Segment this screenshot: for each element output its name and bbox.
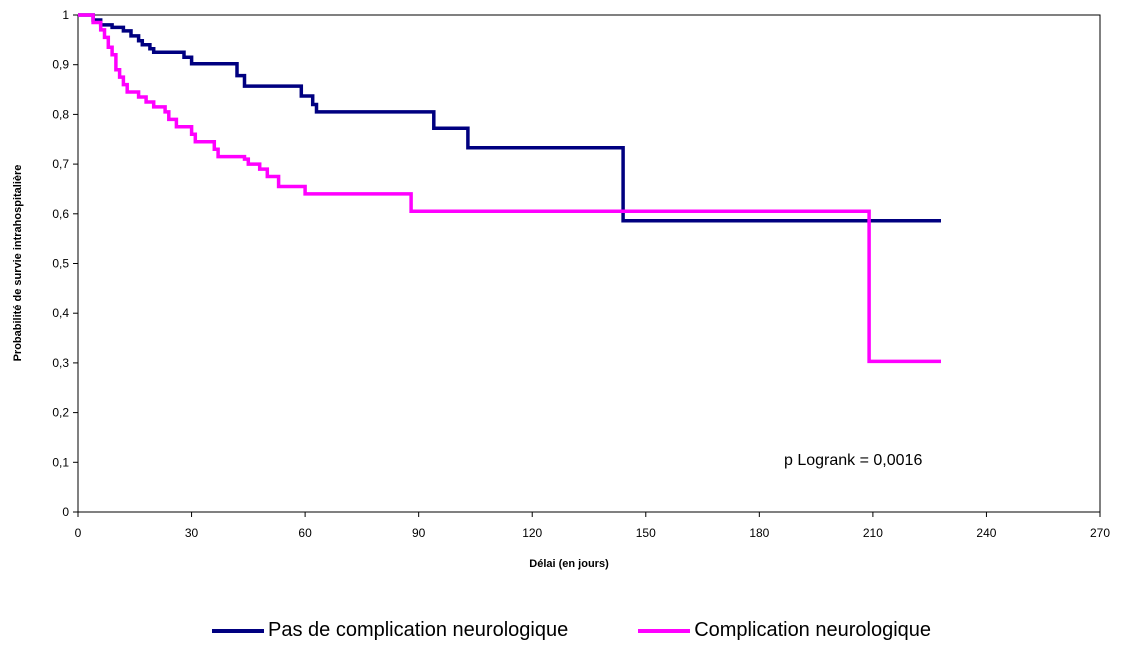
y-tick-label: 0,9 — [52, 58, 69, 72]
x-tick-label: 30 — [185, 526, 199, 540]
x-tick-label: 150 — [636, 526, 656, 540]
legend-item-complication: Complication neurologique — [638, 619, 931, 642]
x-tick-label: 90 — [412, 526, 426, 540]
survival-chart: 0 0,1 0,2 0,3 0,4 0,5 0,6 0,7 0,8 0,9 1 0 30 60 90 120… — [12, 8, 1110, 570]
series-line-complication — [78, 13, 941, 364]
logrank-annotation: p Logrank = 0,0016 — [784, 452, 922, 469]
x-tick-label: 0 — [75, 526, 82, 540]
plot-area — [77, 14, 1101, 513]
y-axis-ticks: 0 0,1 0,2 0,3 0,4 0,5 0,6 0,7 0,8 0,9 1 — [52, 8, 78, 519]
legend-swatch-complication — [638, 628, 691, 633]
y-tick-label: 0,6 — [52, 207, 69, 221]
x-tick-label: 180 — [749, 526, 769, 540]
series-group — [78, 13, 941, 364]
legend-swatch-no-complication — [212, 628, 264, 633]
legend-label-complication: Complication neurologique — [694, 619, 932, 641]
y-tick-label: 0,2 — [52, 406, 69, 420]
legend: Pas de complication neurologique Complic… — [212, 619, 1001, 642]
y-axis-title: Probabilité de survie intrahospitalière — [12, 165, 24, 362]
y-tick-label: 0,1 — [52, 455, 69, 469]
x-axis-title: Délai (en jours) — [529, 558, 609, 570]
x-tick-label: 240 — [976, 526, 996, 540]
y-tick-label: 0 — [62, 505, 69, 519]
x-tick-label: 120 — [522, 526, 542, 540]
x-axis-ticks: 0 30 60 90 120 150 180 210 240 270 — [75, 512, 1110, 540]
legend-item-no-complication: Pas de complication neurologique — [212, 619, 568, 642]
y-tick-label: 0,5 — [52, 257, 69, 271]
x-tick-label: 60 — [298, 526, 312, 540]
y-tick-label: 0,3 — [52, 356, 69, 370]
plot-frame — [77, 14, 1101, 513]
x-tick-label: 270 — [1090, 526, 1110, 540]
y-tick-label: 1 — [62, 8, 69, 22]
y-tick-label: 0,8 — [52, 107, 69, 121]
series-line-no-complication — [78, 13, 941, 223]
legend-label-no-complication: Pas de complication neurologique — [268, 619, 569, 641]
y-tick-label: 0,4 — [52, 306, 69, 320]
x-tick-label: 210 — [863, 526, 883, 540]
y-tick-label: 0,7 — [52, 157, 69, 171]
